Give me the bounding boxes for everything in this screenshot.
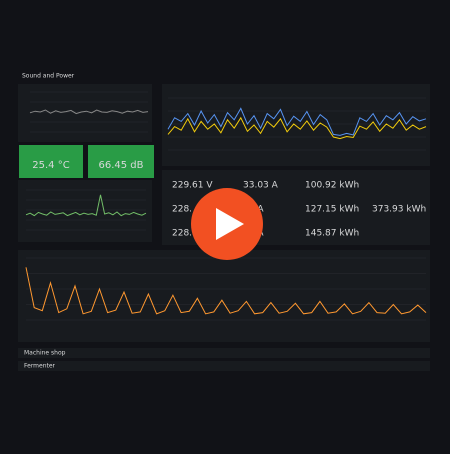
series-line	[29, 109, 149, 115]
series-line	[25, 194, 147, 217]
reading: 229.61 V	[172, 181, 213, 191]
reading: 145.87 kWh	[305, 229, 359, 239]
series-line	[25, 267, 427, 315]
panel	[18, 84, 152, 142]
play-icon	[216, 208, 244, 240]
reading: 228.	[172, 205, 192, 215]
row-header[interactable]	[18, 348, 430, 358]
panel	[18, 180, 152, 242]
panel	[162, 84, 430, 166]
row-title[interactable]: Fermenter	[24, 363, 56, 370]
reading: 373.93 kWh	[372, 205, 426, 215]
reading: 127.15 kWh	[305, 205, 359, 215]
stat-value: 25.4 °C	[32, 160, 69, 171]
panel	[18, 250, 430, 342]
reading: 100.92 kWh	[305, 181, 359, 191]
stat-box	[19, 145, 83, 178]
row-title[interactable]: Machine shop	[24, 350, 66, 357]
stat-value: 66.45 dB	[98, 160, 143, 171]
series-line	[167, 107, 427, 136]
reading: 228.	[172, 229, 192, 239]
reading: 33.03 A	[243, 181, 279, 191]
row-header[interactable]	[18, 361, 430, 371]
series-line	[167, 116, 427, 140]
stat-box	[88, 145, 154, 178]
row-title[interactable]: Sound and Power	[22, 73, 75, 80]
